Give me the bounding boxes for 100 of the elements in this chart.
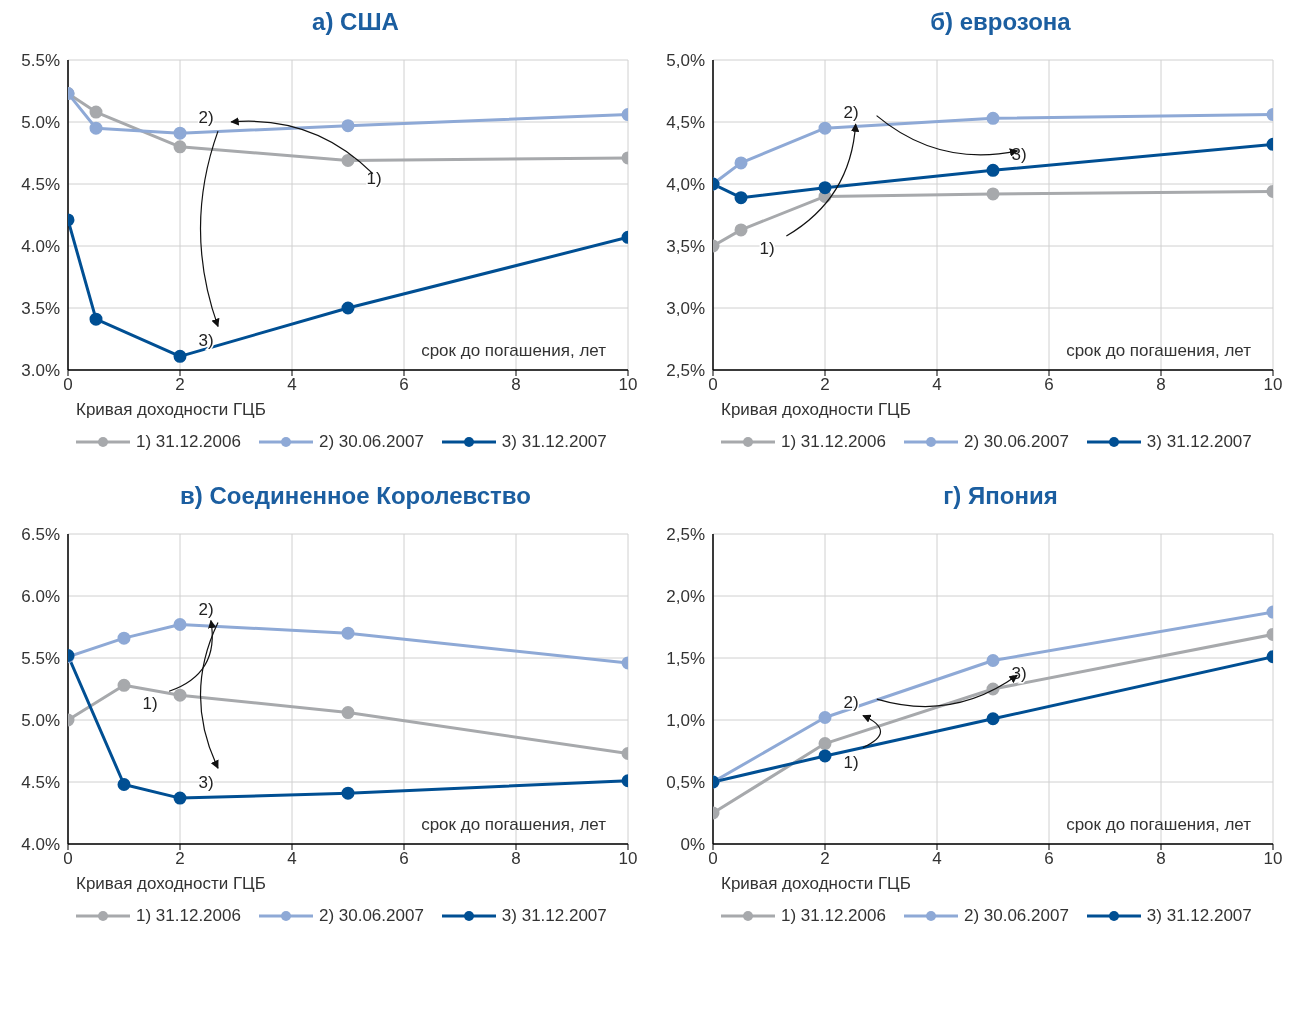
legend-title: Кривая доходности ГЦБ (76, 400, 267, 420)
annotation: 2) (198, 599, 214, 619)
x-tick-label: 2 (175, 849, 185, 869)
y-tick-label: 5.0% (21, 113, 60, 133)
point (173, 791, 187, 805)
annotation: 1) (366, 169, 382, 189)
y-tick-label: 4,0% (666, 175, 705, 195)
point (341, 626, 355, 640)
annotation: 3) (198, 773, 214, 793)
y-tick-label: 3.5% (21, 299, 60, 319)
annotation: 2) (843, 103, 859, 123)
legend-label: 1) 31.12.2006 (781, 906, 886, 926)
annotation: 2) (843, 692, 859, 712)
annotation: 3) (1011, 145, 1027, 165)
y-tick-label: 4.5% (21, 773, 60, 793)
x-tick-label: 4 (932, 375, 942, 395)
legend-label: 2) 30.06.2007 (318, 906, 424, 926)
x-tick-label: 10 (618, 849, 638, 869)
point (986, 163, 1000, 177)
y-tick-label: 5.0% (21, 711, 60, 731)
point (734, 156, 748, 170)
point (986, 653, 1000, 667)
legend-label: 1) 31.12.2006 (136, 432, 241, 452)
point (734, 191, 748, 205)
x-tick-label: 0 (63, 849, 73, 869)
point (341, 786, 355, 800)
x-tick-label: 4 (287, 375, 297, 395)
point (734, 223, 748, 237)
point (986, 187, 1000, 201)
y-tick-label: 3.0% (21, 361, 60, 381)
point (173, 140, 187, 154)
x-tick-label: 8 (511, 375, 521, 395)
point (173, 349, 187, 363)
y-tick-label: 1,0% (666, 711, 705, 731)
chart-title: в) Соединенное Королевство (179, 482, 532, 510)
point (117, 777, 131, 791)
legend-label: 3) 31.12.2007 (501, 432, 607, 452)
point (89, 105, 103, 119)
y-tick-label: 0% (680, 835, 705, 855)
x-tick-label: 0 (708, 375, 718, 395)
legend-label: 3) 31.12.2007 (1146, 432, 1252, 452)
y-tick-label: 2,0% (666, 587, 705, 607)
x-tick-label: 4 (287, 849, 297, 869)
x-tick-label: 2 (175, 375, 185, 395)
x-tick-label: 4 (932, 849, 942, 869)
x-tick-label: 10 (1263, 849, 1283, 869)
y-tick-label: 0,5% (666, 773, 705, 793)
x-tick-label: 6 (399, 849, 409, 869)
chart-title: а) США (311, 8, 400, 36)
x-tick-label: 10 (1263, 375, 1283, 395)
point (818, 711, 832, 725)
x-axis-title: срок до погашения, лет (1066, 815, 1252, 834)
point (173, 618, 187, 632)
y-tick-label: 5.5% (21, 51, 60, 71)
y-tick-label: 2,5% (666, 525, 705, 545)
legend-label: 2) 30.06.2007 (963, 432, 1069, 452)
point (341, 301, 355, 315)
point (173, 688, 187, 702)
x-axis-title: срок до погашения, лет (421, 815, 607, 834)
x-tick-label: 6 (399, 375, 409, 395)
y-tick-label: 5,0% (666, 51, 705, 71)
x-tick-label: 6 (1044, 375, 1054, 395)
legend-title: Кривая доходности ГЦБ (721, 400, 912, 420)
annotation: 2) (198, 108, 214, 128)
annotation: 1) (843, 752, 859, 772)
y-tick-label: 4.0% (21, 237, 60, 257)
y-tick-label: 6.0% (21, 587, 60, 607)
y-tick-label: 4,5% (666, 113, 705, 133)
legend-label: 1) 31.12.2006 (781, 432, 886, 452)
annotation: 1) (759, 238, 775, 258)
point (986, 111, 1000, 125)
y-tick-label: 6.5% (21, 525, 60, 545)
legend-title: Кривая доходности ГЦБ (76, 874, 267, 894)
point (818, 181, 832, 195)
x-tick-label: 0 (63, 375, 73, 395)
x-tick-label: 8 (1156, 375, 1166, 395)
legend-label: 2) 30.06.2007 (318, 432, 424, 452)
annotation: 1) (142, 694, 158, 714)
point (89, 121, 103, 135)
point (818, 121, 832, 135)
y-tick-label: 3,5% (666, 237, 705, 257)
x-tick-label: 10 (618, 375, 638, 395)
y-tick-label: 5.5% (21, 649, 60, 669)
x-tick-label: 0 (708, 849, 718, 869)
point (117, 678, 131, 692)
legend-label: 2) 30.06.2007 (963, 906, 1069, 926)
x-tick-label: 8 (511, 849, 521, 869)
y-tick-label: 4.0% (21, 835, 60, 855)
x-tick-label: 8 (1156, 849, 1166, 869)
legend-label: 3) 31.12.2007 (501, 906, 607, 926)
point (173, 126, 187, 140)
annotation: 3) (198, 331, 214, 351)
point (89, 312, 103, 326)
y-tick-label: 3,0% (666, 299, 705, 319)
point (341, 153, 355, 167)
x-tick-label: 6 (1044, 849, 1054, 869)
chart-title: б) еврозона (929, 8, 1072, 36)
point (117, 631, 131, 645)
point (341, 706, 355, 720)
x-tick-label: 2 (820, 375, 830, 395)
